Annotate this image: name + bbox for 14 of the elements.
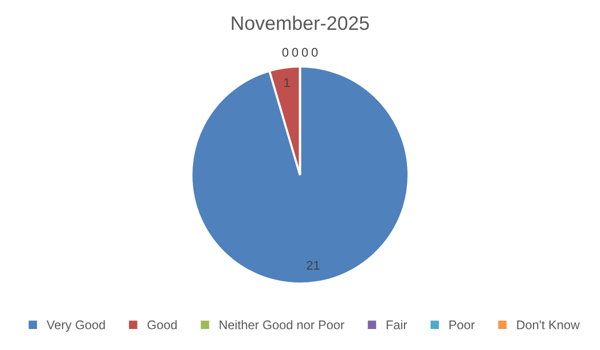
text: 0 bbox=[282, 48, 288, 57]
legend-label: Very Good bbox=[46, 320, 105, 332]
legend-label: Poor bbox=[450, 320, 475, 330]
legend-label: Fair bbox=[386, 320, 408, 330]
text: 0 bbox=[292, 48, 298, 57]
legend-label: Neither Good nor Poor bbox=[220, 320, 344, 330]
data-label: 21 bbox=[306, 260, 320, 270]
pie-slice bbox=[190, 65, 410, 285]
data-label: 1 bbox=[284, 78, 290, 87]
chart-title: November-2025 bbox=[232, 16, 369, 30]
legend-label: Don't Know bbox=[517, 320, 580, 330]
text: 0 bbox=[302, 48, 308, 57]
text: 0 bbox=[312, 48, 318, 57]
legend-label: Good bbox=[148, 320, 177, 330]
